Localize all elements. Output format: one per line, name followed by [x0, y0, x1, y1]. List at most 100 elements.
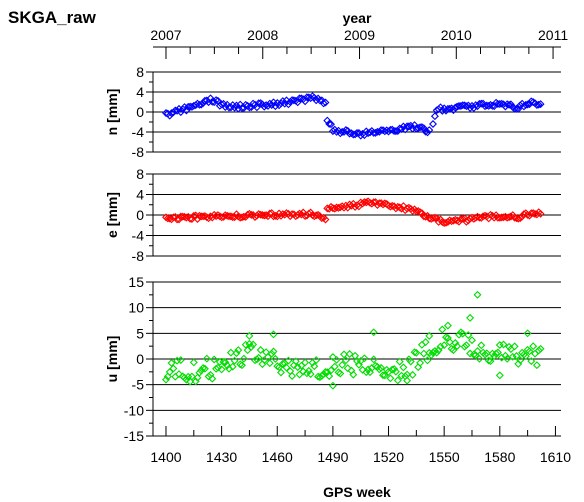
data-point — [169, 364, 178, 373]
data-point — [345, 350, 354, 358]
data-point — [284, 356, 293, 365]
data-point — [477, 341, 486, 350]
data-point — [295, 370, 304, 379]
y-tick-label: 5 — [136, 325, 144, 341]
data-point — [186, 377, 195, 386]
data-point — [271, 354, 280, 363]
data-point — [451, 339, 460, 347]
data-point — [417, 123, 426, 132]
data-point — [375, 365, 384, 374]
data-point — [369, 328, 378, 337]
data-point — [388, 201, 397, 210]
data-point — [195, 368, 204, 377]
data-point — [527, 357, 536, 366]
data-point — [293, 363, 302, 372]
data-point — [469, 104, 478, 112]
bottom-tick-label: 1460 — [262, 449, 293, 465]
data-point — [212, 96, 221, 105]
data-point — [247, 342, 256, 351]
data-point — [493, 213, 502, 222]
data-point — [379, 200, 387, 209]
data-point — [475, 354, 484, 363]
data-point — [416, 358, 425, 367]
data-point — [356, 198, 365, 207]
data-point — [262, 101, 271, 110]
data-point — [249, 340, 258, 349]
data-point — [328, 353, 337, 361]
y-tick-label: -10 — [124, 402, 144, 418]
y-axis-label: e [mm] — [104, 192, 120, 238]
data-point — [310, 212, 319, 221]
data-point — [419, 124, 428, 133]
data-point — [460, 214, 469, 223]
data-point — [512, 352, 521, 360]
data-point — [223, 361, 232, 370]
data-point — [304, 366, 313, 375]
data-point — [393, 376, 402, 385]
data-point — [390, 365, 399, 373]
data-point — [173, 356, 182, 365]
top-axis-title: year — [343, 10, 372, 26]
data-point — [473, 347, 482, 356]
data-point — [456, 102, 465, 110]
data-point — [241, 340, 250, 349]
data-point — [512, 104, 521, 113]
data-point — [356, 131, 365, 140]
data-point — [395, 357, 404, 366]
data-point — [252, 355, 261, 364]
data-point — [341, 356, 350, 365]
data-point — [495, 371, 504, 380]
data-point — [238, 213, 246, 222]
data-point — [210, 355, 219, 364]
data-point — [453, 216, 462, 225]
data-point — [360, 198, 369, 207]
data-point — [410, 348, 419, 357]
data-point — [531, 210, 539, 218]
data-point — [286, 212, 295, 221]
data-point — [349, 199, 358, 208]
data-point — [458, 329, 467, 338]
data-point — [412, 348, 421, 357]
data-point — [380, 371, 389, 380]
data-point — [202, 213, 211, 222]
data-point — [506, 100, 515, 109]
panel-n: 8 4 0 -4 -8 n [mm] — [104, 64, 561, 160]
data-point — [304, 209, 313, 218]
data-point — [503, 213, 512, 222]
y-tick-label: -5 — [132, 377, 145, 393]
data-point — [204, 214, 213, 223]
data-point — [213, 363, 222, 372]
data-point — [475, 99, 484, 108]
data-point — [501, 102, 510, 111]
data-point — [493, 348, 502, 357]
data-point — [245, 331, 254, 340]
y-tick-label: -8 — [132, 248, 145, 264]
data-point — [327, 366, 335, 375]
data-point — [208, 213, 217, 222]
data-point — [469, 350, 478, 359]
data-point — [165, 368, 174, 376]
data-point — [462, 217, 471, 226]
data-point — [443, 321, 452, 330]
data-point — [521, 100, 530, 109]
data-point — [282, 363, 291, 372]
data-point — [310, 362, 319, 371]
data-point — [456, 215, 465, 223]
data-point — [325, 204, 334, 213]
data-point — [503, 354, 512, 363]
data-point — [438, 325, 447, 334]
data-point — [171, 106, 180, 115]
data-point — [202, 354, 211, 363]
data-point — [249, 99, 258, 108]
data-point — [317, 214, 326, 223]
data-point — [228, 362, 237, 371]
data-point — [169, 213, 178, 222]
data-point — [234, 346, 243, 355]
data-point — [275, 363, 284, 372]
data-point — [429, 120, 437, 128]
data-point — [341, 126, 350, 134]
data-point — [351, 130, 360, 139]
data-point — [306, 208, 315, 217]
bottom-tick-label: 1520 — [373, 449, 404, 465]
